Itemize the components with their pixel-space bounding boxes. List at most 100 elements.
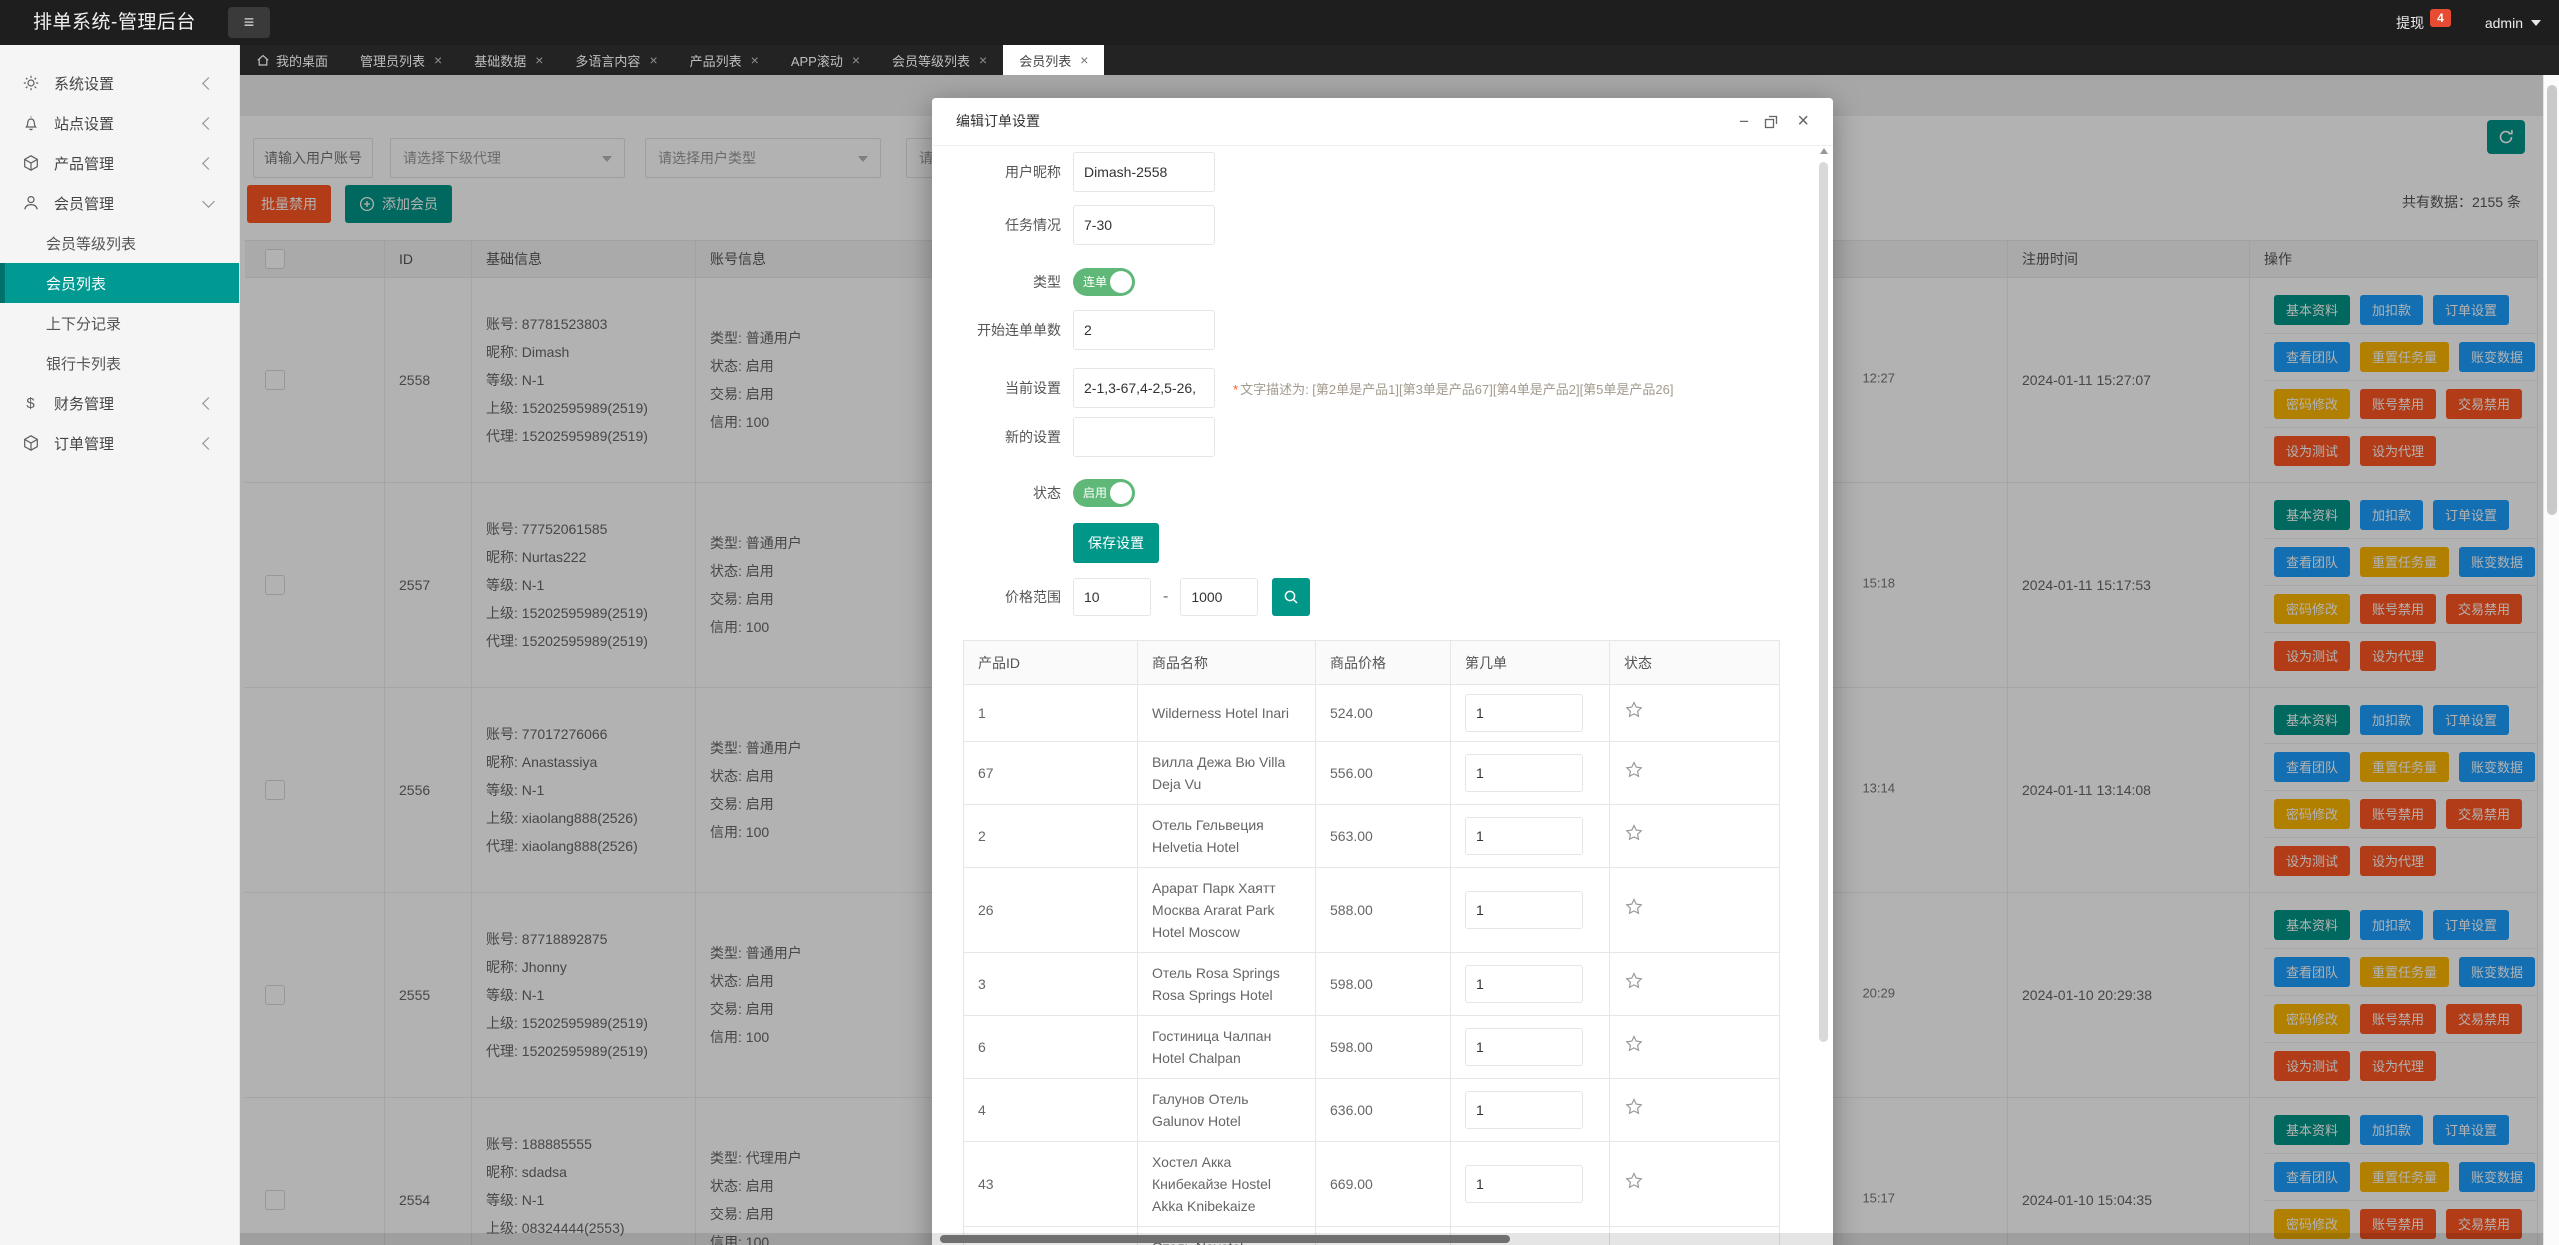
scrollbar-thumb[interactable]: [2547, 85, 2557, 515]
action-button-设为代理[interactable]: 设为代理: [2360, 1050, 2437, 1081]
action-button-设为代理[interactable]: 设为代理: [2360, 845, 2437, 876]
action-button-重置任务量[interactable]: 重置任务量: [2360, 546, 2450, 577]
action-button-订单设置[interactable]: 订单设置: [2433, 704, 2510, 735]
action-button-密码修改[interactable]: 密码修改: [2274, 388, 2351, 419]
tab-close-icon[interactable]: ×: [851, 52, 861, 68]
tab-我的桌面[interactable]: 我的桌面: [240, 45, 344, 75]
action-button-设为测试[interactable]: 设为测试: [2274, 640, 2351, 671]
sidebar-item-会员管理[interactable]: 会员管理: [0, 183, 239, 223]
tab-会员等级列表[interactable]: 会员等级列表 ×: [876, 45, 1003, 75]
save-settings-button[interactable]: 保存设置: [1073, 523, 1159, 563]
action-button-账变数据[interactable]: 账变数据: [2459, 546, 2536, 577]
row-checkbox[interactable]: [265, 1190, 285, 1210]
sidebar-item-财务管理[interactable]: $ 财务管理: [0, 383, 239, 423]
action-button-查看团队[interactable]: 查看团队: [2274, 341, 2351, 372]
sidebar-item-站点设置[interactable]: 站点设置: [0, 103, 239, 143]
withdraw-link[interactable]: 提现: [2396, 14, 2425, 31]
action-button-订单设置[interactable]: 订单设置: [2433, 499, 2510, 530]
refresh-button[interactable]: [2487, 120, 2525, 154]
tab-close-icon[interactable]: ×: [1080, 52, 1089, 68]
star-icon[interactable]: [1624, 1172, 1644, 1194]
action-button-账变数据[interactable]: 账变数据: [2459, 1161, 2536, 1192]
action-button-设为测试[interactable]: 设为测试: [2274, 1050, 2351, 1081]
action-button-账号禁用[interactable]: 账号禁用: [2360, 593, 2437, 624]
tab-多语言内容[interactable]: 多语言内容 ×: [559, 45, 673, 75]
action-button-账变数据[interactable]: 账变数据: [2459, 341, 2536, 372]
order-number-input[interactable]: [1465, 817, 1583, 855]
scrollbar-thumb[interactable]: [1819, 162, 1828, 1042]
agent-filter-select[interactable]: 请选择下级代理: [390, 138, 625, 178]
order-number-input[interactable]: [1465, 965, 1583, 1003]
action-button-查看团队[interactable]: 查看团队: [2274, 956, 2351, 987]
action-button-订单设置[interactable]: 订单设置: [2433, 294, 2510, 325]
tab-close-icon[interactable]: ×: [649, 52, 658, 68]
action-button-基本资料[interactable]: 基本资料: [2274, 1114, 2351, 1145]
order-number-input[interactable]: [1465, 694, 1583, 732]
tab-产品列表[interactable]: 产品列表 ×: [674, 45, 775, 75]
tab-基础数据[interactable]: 基础数据 ×: [458, 45, 559, 75]
action-button-交易禁用[interactable]: 交易禁用: [2446, 388, 2523, 419]
star-icon[interactable]: [1624, 1035, 1644, 1057]
modal-scrollbar[interactable]: [1819, 148, 1830, 1245]
order-number-input[interactable]: [1465, 1165, 1583, 1203]
tab-管理员列表[interactable]: 管理员列表 ×: [344, 45, 458, 75]
price-max-input[interactable]: [1180, 578, 1259, 616]
task-input[interactable]: [1073, 205, 1215, 245]
action-button-订单设置[interactable]: 订单设置: [2433, 909, 2510, 940]
scrollbar-thumb[interactable]: [940, 1235, 1510, 1243]
action-button-加扣款[interactable]: 加扣款: [2360, 499, 2424, 530]
row-checkbox[interactable]: [265, 575, 285, 595]
price-search-button[interactable]: [1272, 578, 1311, 616]
action-button-账变数据[interactable]: 账变数据: [2459, 751, 2536, 782]
action-button-密码修改[interactable]: 密码修改: [2274, 1208, 2351, 1239]
star-icon[interactable]: [1624, 824, 1644, 846]
action-button-基本资料[interactable]: 基本资料: [2274, 499, 2351, 530]
star-icon[interactable]: [1624, 898, 1644, 920]
tab-close-icon[interactable]: ×: [535, 52, 544, 68]
action-button-交易禁用[interactable]: 交易禁用: [2446, 798, 2523, 829]
action-button-加扣款[interactable]: 加扣款: [2360, 1114, 2424, 1145]
user-type-filter-select[interactable]: 请选择用户类型: [645, 138, 881, 178]
action-button-账变数据[interactable]: 账变数据: [2459, 956, 2536, 987]
order-number-input[interactable]: [1465, 1091, 1583, 1129]
batch-disable-button[interactable]: 批量禁用: [247, 185, 331, 223]
account-search-input[interactable]: [253, 138, 373, 178]
close-icon[interactable]: ×: [1797, 110, 1809, 132]
sidebar-item-订单管理[interactable]: 订单管理: [0, 423, 239, 463]
action-button-重置任务量[interactable]: 重置任务量: [2360, 1161, 2450, 1192]
action-button-交易禁用[interactable]: 交易禁用: [2446, 1003, 2523, 1034]
action-button-重置任务量[interactable]: 重置任务量: [2360, 341, 2450, 372]
row-checkbox[interactable]: [265, 985, 285, 1005]
sidebar-item-上下分记录[interactable]: 上下分记录: [0, 303, 239, 343]
nickname-input[interactable]: [1073, 152, 1215, 192]
order-number-input[interactable]: [1465, 891, 1583, 929]
select-all-checkbox[interactable]: [265, 249, 285, 269]
row-checkbox[interactable]: [265, 780, 285, 800]
sidebar-item-系统设置[interactable]: 系统设置: [0, 63, 239, 103]
tab-APP滚动[interactable]: APP滚动 ×: [775, 45, 876, 75]
star-icon[interactable]: [1624, 972, 1644, 994]
action-button-交易禁用[interactable]: 交易禁用: [2446, 1208, 2523, 1239]
sidebar-item-会员等级列表[interactable]: 会员等级列表: [0, 223, 239, 263]
sidebar-item-会员列表[interactable]: 会员列表: [0, 263, 239, 303]
star-icon[interactable]: [1624, 701, 1644, 723]
action-button-查看团队[interactable]: 查看团队: [2274, 1161, 2351, 1192]
action-button-基本资料[interactable]: 基本资料: [2274, 294, 2351, 325]
sidebar-item-产品管理[interactable]: 产品管理: [0, 143, 239, 183]
action-button-账号禁用[interactable]: 账号禁用: [2360, 388, 2437, 419]
action-button-加扣款[interactable]: 加扣款: [2360, 909, 2424, 940]
action-button-密码修改[interactable]: 密码修改: [2274, 593, 2351, 624]
minimize-icon[interactable]: −: [1739, 111, 1749, 131]
action-button-设为代理[interactable]: 设为代理: [2360, 435, 2437, 466]
action-button-交易禁用[interactable]: 交易禁用: [2446, 593, 2523, 624]
status-toggle[interactable]: 启用: [1073, 479, 1135, 507]
user-menu[interactable]: admin: [2485, 15, 2541, 31]
order-number-input[interactable]: [1465, 1028, 1583, 1066]
row-checkbox[interactable]: [265, 370, 285, 390]
action-button-查看团队[interactable]: 查看团队: [2274, 546, 2351, 577]
maximize-icon[interactable]: [1764, 98, 1778, 145]
sidebar-item-银行卡列表[interactable]: 银行卡列表: [0, 343, 239, 383]
action-button-重置任务量[interactable]: 重置任务量: [2360, 751, 2450, 782]
star-icon[interactable]: [1624, 1098, 1644, 1120]
order-number-input[interactable]: [1465, 754, 1583, 792]
